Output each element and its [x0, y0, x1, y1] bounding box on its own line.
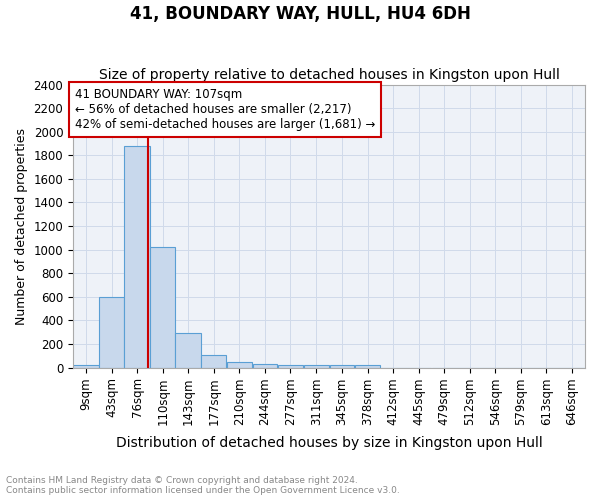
Bar: [202, 355, 226, 368]
Bar: [124, 146, 150, 368]
Bar: [304, 365, 329, 368]
Y-axis label: Number of detached properties: Number of detached properties: [15, 128, 28, 324]
Bar: [99, 297, 124, 368]
X-axis label: Distribution of detached houses by size in Kingston upon Hull: Distribution of detached houses by size …: [116, 436, 542, 450]
Bar: [227, 362, 252, 368]
Text: 41 BOUNDARY WAY: 107sqm
← 56% of detached houses are smaller (2,217)
42% of semi: 41 BOUNDARY WAY: 107sqm ← 56% of detache…: [74, 88, 375, 131]
Text: Contains HM Land Registry data © Crown copyright and database right 2024.
Contai: Contains HM Land Registry data © Crown c…: [6, 476, 400, 495]
Bar: [175, 333, 201, 368]
Text: 41, BOUNDARY WAY, HULL, HU4 6DH: 41, BOUNDARY WAY, HULL, HU4 6DH: [130, 5, 470, 23]
Title: Size of property relative to detached houses in Kingston upon Hull: Size of property relative to detached ho…: [98, 68, 559, 82]
Bar: [253, 364, 277, 368]
Bar: [278, 365, 303, 368]
Bar: [329, 365, 355, 368]
Bar: [355, 365, 380, 368]
Bar: [73, 365, 99, 368]
Bar: [150, 248, 175, 368]
